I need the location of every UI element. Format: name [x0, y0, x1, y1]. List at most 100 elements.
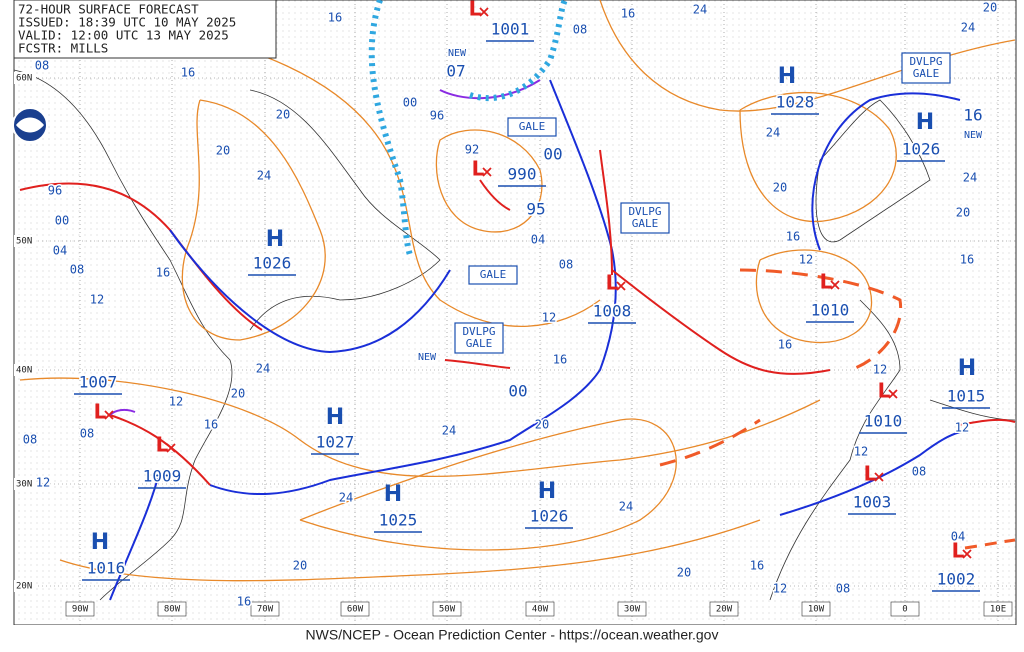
- forecast-note: NEW: [418, 352, 437, 363]
- lon-label-box: [157, 601, 187, 617]
- isobar-label: 20: [956, 206, 970, 220]
- isobar-label: 00: [55, 214, 69, 228]
- warning-text: GALE: [632, 217, 659, 230]
- warning-box: [507, 117, 557, 137]
- isobar-label: 16: [328, 11, 342, 25]
- isobar-label: 08: [836, 582, 850, 596]
- labels: 60N 50N 40N 30N 20N 90W 80W 70W 60W 50W 40W 30W 20W 1…: [14, 0, 1013, 617]
- lon-label-box: [340, 601, 370, 617]
- center-pressure: 1009: [143, 467, 182, 486]
- isobar-label: 08: [70, 263, 84, 277]
- isobar-label: 16: [621, 7, 635, 21]
- lat-label-box: [14, 478, 36, 490]
- isobar-label: 20: [293, 559, 307, 573]
- isobar: [739, 92, 897, 223]
- high-symbol: H: [958, 356, 976, 381]
- low-x: [166, 443, 176, 453]
- isobar-label: 08: [573, 23, 587, 37]
- lat-label-box: [14, 235, 36, 247]
- coast-ca: [249, 89, 441, 331]
- isobar: [435, 129, 543, 233]
- isobar-label: 16: [204, 418, 218, 432]
- isobar-label: 24: [766, 126, 780, 140]
- lon-label-box: [709, 601, 739, 617]
- high-symbol: H: [916, 110, 934, 135]
- isobar: [149, 29, 601, 327]
- forecast-note: 00: [508, 382, 527, 401]
- lat-label: 40N: [16, 366, 32, 376]
- cold-front: [169, 229, 451, 354]
- stationary-front: [469, 0, 568, 102]
- cold-front: [109, 469, 161, 601]
- center-pressure: 1025: [379, 511, 418, 530]
- warning-box: [620, 202, 670, 234]
- low-symbol: L: [606, 271, 619, 295]
- isobars: [19, 0, 1016, 582]
- center-pressure: 1010: [864, 412, 903, 431]
- lat-label-box: [14, 580, 36, 592]
- isobar-label: 20: [677, 566, 691, 580]
- high-symbol: H: [384, 482, 402, 507]
- isobar-label: 08: [35, 59, 49, 73]
- lat-label: 60N: [16, 74, 32, 84]
- lon-label: 40W: [532, 605, 549, 615]
- footer: NWS/NCEP - Ocean Prediction Center - htt…: [306, 627, 719, 643]
- low-symbol: L: [156, 433, 169, 457]
- isobar-label: 24: [693, 3, 707, 17]
- center-pressure: 1003: [853, 493, 892, 512]
- isobar-label: 20: [773, 181, 787, 195]
- lat-label-box: [14, 72, 36, 84]
- isobar-label: 12: [36, 476, 50, 490]
- lon-label-box: [432, 601, 462, 617]
- warning-box: [468, 265, 518, 285]
- warm-front: [109, 414, 211, 486]
- center-pressure: 1010: [811, 301, 850, 320]
- isobar-label: 24: [961, 21, 975, 35]
- header-line: FCSTR: MILLS: [18, 41, 108, 56]
- isobar-label: 16: [237, 595, 251, 609]
- warning-text: GALE: [519, 120, 546, 133]
- isobar-label: 16: [750, 559, 764, 573]
- track-arrow: [599, 149, 613, 276]
- forecast-note: 07: [446, 62, 465, 81]
- track-arrow: [479, 179, 511, 211]
- occluded-front: [439, 79, 541, 100]
- grid: [14, 0, 1016, 625]
- low-symbol: L: [878, 379, 891, 403]
- isobar-label: 96: [430, 109, 444, 123]
- isobar-label: 12: [90, 293, 104, 307]
- lon-label-box: [525, 601, 555, 617]
- isobar-label: 20: [983, 1, 997, 15]
- center-pressure: 1007: [79, 373, 118, 392]
- isobar-label: 12: [873, 363, 887, 377]
- isobar-label: 12: [955, 421, 969, 435]
- low-symbol: L: [469, 0, 482, 21]
- isobar-label: 12: [854, 445, 868, 459]
- low-x: [479, 7, 489, 17]
- warning-text: DVLPG: [628, 205, 661, 218]
- warning-text: GALE: [466, 337, 493, 350]
- low-x: [888, 389, 898, 399]
- warning-text: DVLPG: [909, 55, 942, 68]
- header-line: ISSUED: 18:39 UTC 10 MAY 2025: [18, 15, 236, 30]
- low-x: [616, 281, 626, 291]
- lon-label: 60W: [347, 605, 364, 615]
- warning-text: DVLPG: [462, 325, 495, 338]
- warning-text: GALE: [480, 268, 507, 281]
- isobar-label: 04: [531, 233, 545, 247]
- isobar-label: 12: [169, 395, 183, 409]
- warning-box: [901, 52, 951, 84]
- forecast-note: NEW: [964, 130, 983, 141]
- isobar-label: 24: [339, 491, 353, 505]
- isobar-label: 16: [553, 353, 567, 367]
- isobar-label: 20: [216, 144, 230, 158]
- trough: [964, 538, 1016, 550]
- header-line: VALID: 12:00 UTC 13 MAY 2025: [18, 28, 229, 43]
- center-pressure: 1027: [316, 433, 355, 452]
- isobar-label: 16: [786, 230, 800, 244]
- isobar-label: 12: [542, 311, 556, 325]
- high-symbol: H: [538, 479, 556, 504]
- lon-label: 90W: [72, 605, 89, 615]
